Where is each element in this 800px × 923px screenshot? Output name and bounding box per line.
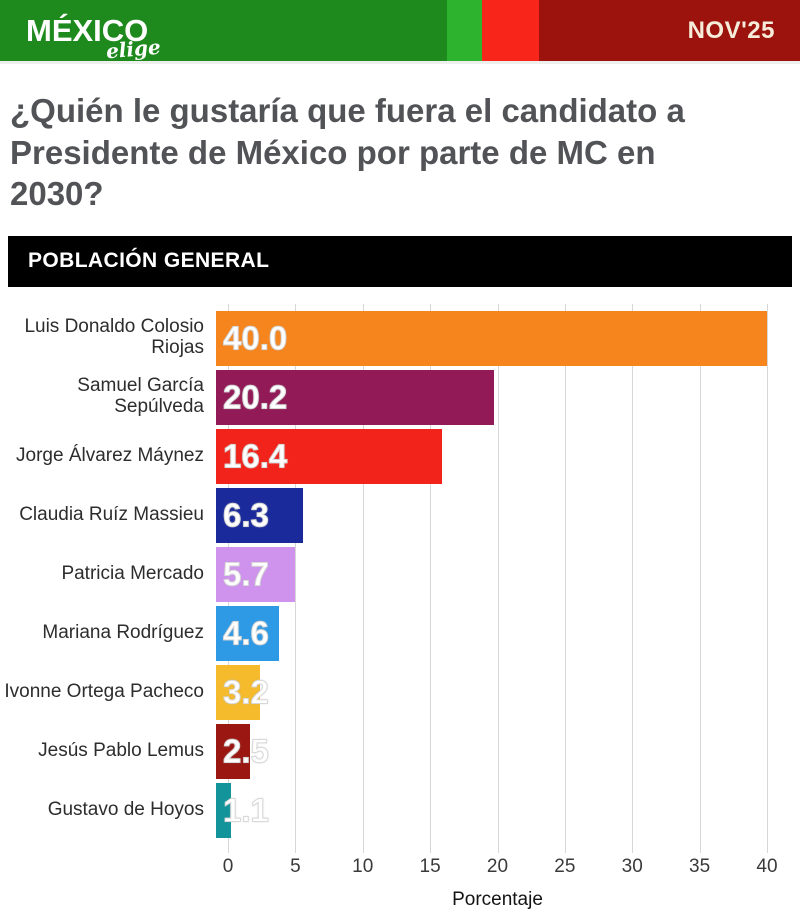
bar-value-label: 40.0 (222, 319, 288, 357)
bar-track: 1.1 (216, 782, 767, 838)
bar (216, 782, 232, 838)
header-segment-dark-green: MÉXICO elige (0, 0, 447, 63)
chart-row: Ivonne Ortega Pacheco 3.2 (0, 663, 800, 722)
chart-row: Jorge Álvarez Máynez 16.4 (0, 427, 800, 486)
category-label: Luis Donaldo Colosio Riojas (24, 316, 204, 359)
bar-track: 2.5 (216, 723, 767, 779)
category-label: Jorge Álvarez Máynez (16, 444, 204, 466)
chart-row: Luis Donaldo Colosio Riojas 40.0 (0, 309, 800, 368)
bar (216, 487, 303, 543)
gridline-5 (295, 303, 297, 853)
chart-rows: Luis Donaldo Colosio Riojas 40.0 Samuel Ga… (0, 309, 800, 840)
bar (216, 723, 251, 779)
category-label: Samuel García Sepúlveda (77, 375, 204, 418)
x-tick-label-20: 20 (486, 855, 509, 877)
gridline-35 (699, 303, 701, 853)
bar-track: 3.2 (216, 664, 767, 720)
bar-value-label: 3.2 (223, 673, 270, 711)
chart-row: Claudia Ruíz Massieu 6.3 (0, 486, 800, 545)
logo-text-elige: elige (104, 34, 162, 64)
x-tick-label-40: 40 (756, 855, 778, 877)
category-label: Gustavo de Hoyos (47, 798, 204, 820)
bar-track: 5.7 (216, 546, 767, 602)
bar (216, 310, 767, 366)
bar-track: 40.0 (216, 310, 767, 366)
title-line-1: ¿Quién le gustaría que fuera el candidat… (10, 92, 685, 129)
gridline-15 (430, 303, 432, 853)
x-tick-label-35: 35 (689, 855, 711, 877)
chart-row: Mariana Rodríguez 4.6 (0, 604, 800, 663)
gridline-30 (632, 303, 634, 853)
x-tick-label-15: 15 (419, 855, 441, 877)
title-line-3: 2030? (10, 175, 104, 213)
gridline-40 (767, 303, 768, 853)
x-tick-label-25: 25 (554, 855, 576, 877)
bar (216, 428, 442, 484)
bar-track: 4.6 (216, 605, 767, 661)
gridline-25 (564, 303, 566, 853)
bar-value-label: 4.6 (223, 614, 270, 652)
page-title: ¿Quién le gustaría que fuera el candidat… (10, 90, 780, 215)
bar-value-label: 6.3 (223, 496, 270, 534)
chart-plot-area: Luis Donaldo Colosio Riojas 40.0 Samuel Ga… (0, 303, 800, 853)
header-segment-light-green (447, 0, 482, 61)
category-label: Claudia Ruíz Massieu (19, 503, 204, 525)
bar-value-label: 5.7 (223, 555, 270, 593)
bar-track: 6.3 (216, 487, 767, 543)
category-label: Jesús Pablo Lemus (38, 739, 204, 761)
header-segment-dark-red: NOV'25 (539, 0, 800, 61)
bar-track: 20.2 (216, 369, 767, 425)
header-segment-bright-red (482, 0, 539, 61)
category-label: Mariana Rodríguez (42, 621, 204, 643)
bar (216, 664, 261, 720)
category-label: Ivonne Ortega Pacheco (4, 680, 204, 702)
bar-value-label: 1.1 (223, 791, 270, 829)
mexico-elige-logo: MÉXICO elige (26, 13, 161, 63)
bar (216, 605, 280, 661)
x-axis-title: Porcentaje (452, 888, 543, 910)
bar (216, 369, 495, 425)
x-tick-label-10: 10 (352, 855, 374, 877)
gridline-20 (497, 303, 499, 853)
section-label: POBLACIÓN GENERAL (28, 249, 270, 273)
chart-row: Patricia Mercado 5.7 (0, 545, 800, 604)
logo-text-mexico: MÉXICO (26, 13, 149, 48)
x-tick-label-5: 5 (290, 855, 301, 877)
title-line-2: Presidente de México por parte de MC en (10, 133, 656, 171)
bar-chart: Luis Donaldo Colosio Riojas 40.0 Samuel Ga… (0, 303, 800, 911)
x-axis: 0 5 10 15 20 25 30 35 40 (223, 855, 778, 880)
x-tick-label-30: 30 (621, 855, 643, 877)
section-label-bar: POBLACIÓN GENERAL (8, 235, 792, 287)
survey-date-label: NOV'25 (687, 16, 775, 44)
category-label: Patricia Mercado (61, 562, 204, 584)
chart-row: Gustavo de Hoyos 1.1 (0, 781, 800, 840)
x-tick-label-0: 0 (222, 855, 234, 877)
bar-value-label: 2.5 (223, 732, 270, 770)
bar (216, 546, 295, 602)
bar-track: 16.4 (216, 428, 767, 484)
header-banner: MÉXICO elige NOV'25 (0, 0, 800, 64)
chart-row: Samuel García Sepúlveda 20.2 (0, 368, 800, 427)
chart-row: Jesús Pablo Lemus 2.5 (0, 722, 800, 781)
bar-value-label: 16.4 (222, 437, 288, 475)
gridline-10 (362, 303, 364, 853)
bar-value-label: 20.2 (222, 378, 288, 416)
